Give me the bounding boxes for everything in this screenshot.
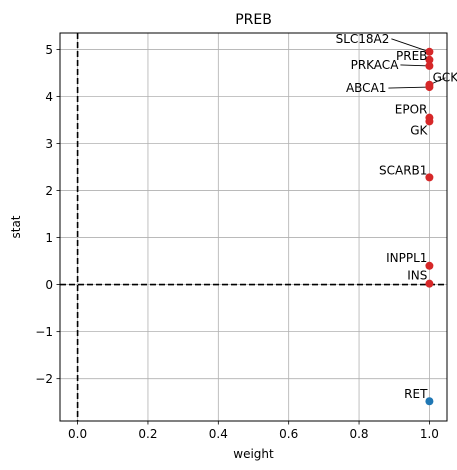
x-axis-ticks: 0.0 0.2 0.4 0.6 0.8 1.0 <box>68 421 439 441</box>
y-tick-label: −1 <box>35 325 53 339</box>
point-label: SLC18A2 <box>336 32 390 46</box>
y-tick-label: 0 <box>45 278 53 292</box>
y-axis-ticks: −2 −1 0 1 2 3 4 5 <box>35 43 60 386</box>
y-tick-label: 1 <box>45 231 53 245</box>
x-tick-label: 0.8 <box>349 427 368 441</box>
x-axis-label: weight <box>233 447 274 461</box>
point-label: GCK <box>433 71 457 85</box>
point-label: PRKACA <box>351 58 400 72</box>
x-tick-label: 1.0 <box>420 427 439 441</box>
y-axis-label: stat <box>9 215 23 238</box>
y-tick-label: 3 <box>45 137 53 151</box>
y-tick-label: 4 <box>45 90 53 104</box>
point-label: PREB <box>396 49 427 63</box>
point-label: RET <box>404 387 428 401</box>
data-point <box>425 62 433 70</box>
point-label: SCARB1 <box>379 163 427 177</box>
x-tick-label: 0.2 <box>138 427 157 441</box>
point-label: GK <box>410 123 428 137</box>
point-label: EPOR <box>395 103 428 117</box>
label-leader-line <box>388 87 429 88</box>
x-tick-label: 0.4 <box>209 427 228 441</box>
point-label: INS <box>407 269 427 283</box>
chart-title: PREB <box>235 12 272 28</box>
point-label: INPPL1 <box>386 251 427 265</box>
x-tick-label: 0.6 <box>279 427 298 441</box>
label-leader-line <box>400 65 429 66</box>
x-tick-label: 0.0 <box>68 427 87 441</box>
grid <box>60 33 447 421</box>
y-tick-label: −2 <box>35 372 53 386</box>
y-tick-label: 2 <box>45 184 53 198</box>
plot-frame <box>60 33 447 421</box>
y-tick-label: 5 <box>45 43 53 57</box>
point-label: ABCA1 <box>346 81 386 95</box>
reference-lines <box>60 33 447 421</box>
